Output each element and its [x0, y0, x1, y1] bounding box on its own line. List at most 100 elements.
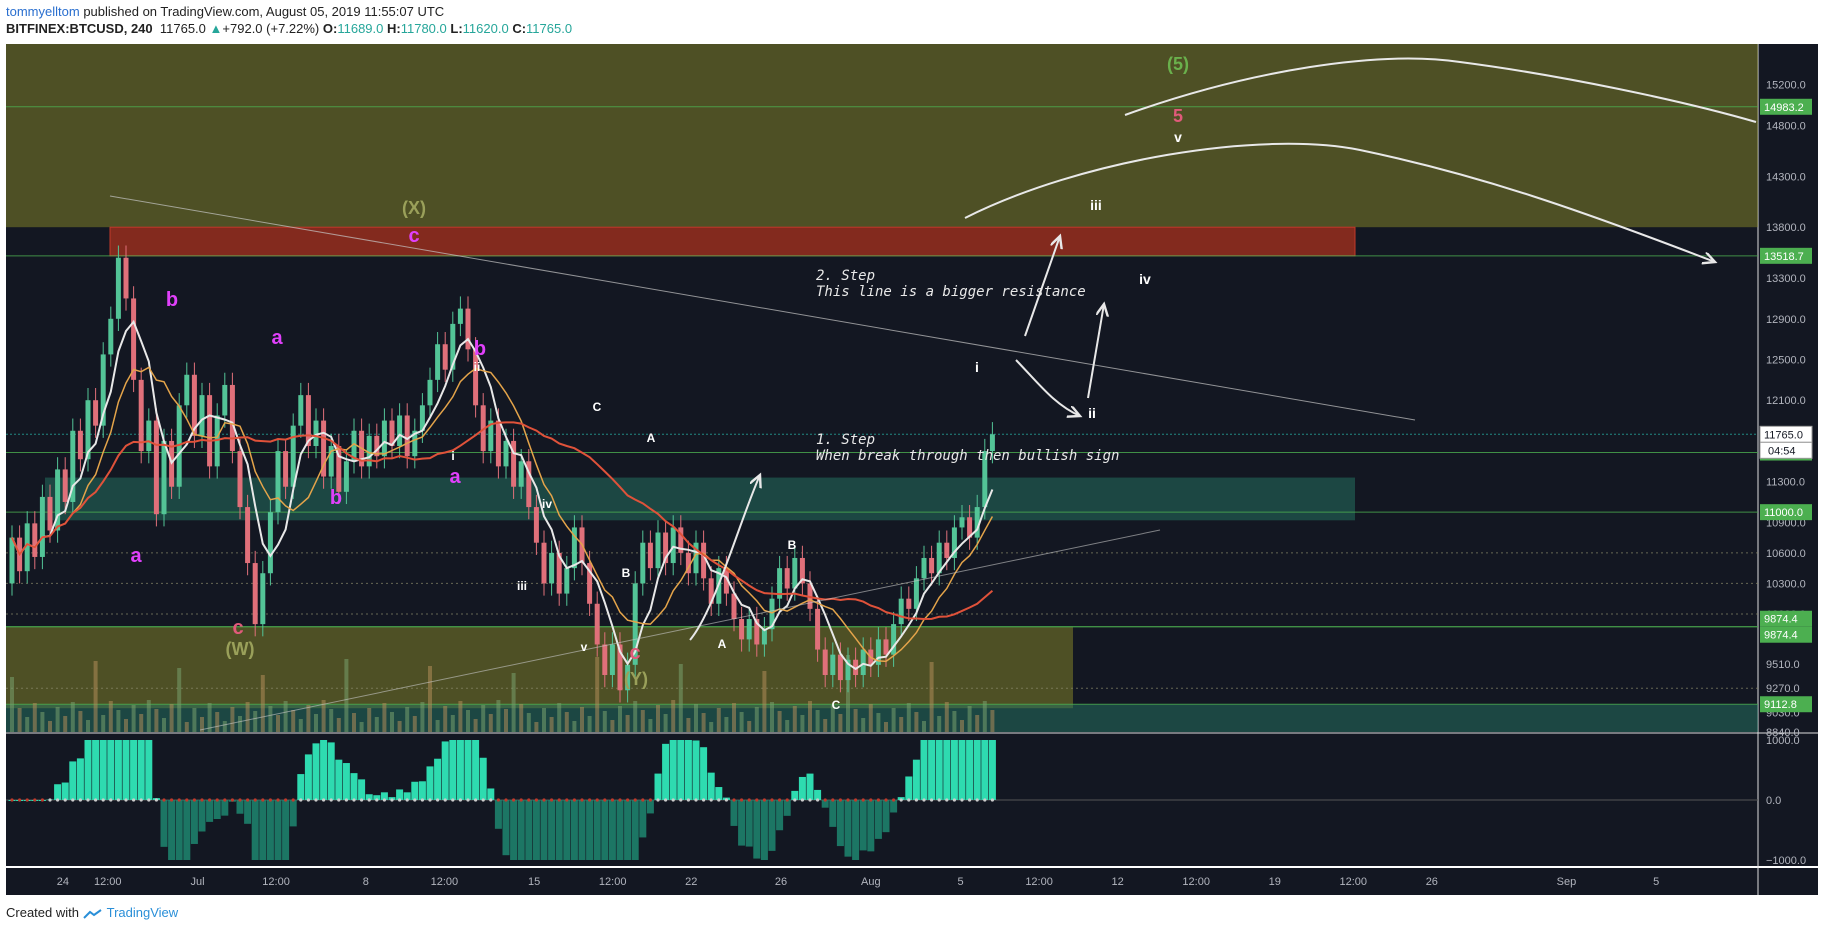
last-price: 11765.0: [159, 21, 206, 36]
author-link[interactable]: tommyelltom: [6, 4, 80, 19]
oscillator-dot: [261, 798, 265, 802]
oscillator-dot: [603, 798, 607, 802]
volume-bar: [610, 720, 615, 732]
oscillator-dot: [671, 798, 675, 802]
oscillator-dot: [975, 798, 979, 802]
candle-body: [32, 523, 38, 557]
volume-bar: [838, 714, 843, 732]
volume-bar: [580, 707, 584, 732]
candle-body: [708, 578, 714, 604]
volume-bar: [306, 705, 311, 732]
oscillator-bar: [92, 740, 100, 800]
oscillator-dot: [945, 798, 949, 802]
candle-body: [693, 542, 699, 574]
price-tag-1: [1760, 247, 1812, 264]
candle-body: [906, 598, 912, 609]
volume-bar: [762, 671, 767, 732]
volume-bar: [86, 720, 90, 732]
oscillator-dot: [648, 798, 653, 802]
oscillator-dot: [686, 798, 691, 802]
volume-bar: [93, 661, 98, 732]
price-tick-label: 9510.0: [1766, 659, 1800, 671]
oscillator-dot: [405, 798, 409, 802]
oscillator-bar: [768, 800, 776, 851]
oscillator-bar: [555, 800, 563, 860]
oscillator-dot: [633, 798, 637, 802]
candle-body: [245, 507, 251, 564]
volume-bar: [686, 718, 691, 732]
oscillator-bar: [563, 800, 571, 860]
oscillator-dot: [907, 798, 911, 802]
volume-bar: [215, 712, 220, 732]
note-0-text: This line is a bigger resistance: [816, 284, 1086, 300]
volume-bar: [238, 716, 242, 732]
candle-body: [701, 542, 707, 579]
oscillator-bar: [213, 800, 221, 820]
candle-body: [609, 644, 615, 676]
oscillator-dot: [884, 798, 888, 802]
volume-bar: [162, 718, 166, 732]
candle-body: [625, 664, 631, 691]
candle-body: [435, 344, 441, 380]
volume-bar: [732, 703, 736, 732]
oscillator-dot: [246, 798, 250, 802]
candle-body: [959, 517, 965, 528]
volume-bar: [25, 717, 30, 732]
oscillator-bar: [342, 763, 350, 800]
wave-label-14: (W): [226, 639, 255, 659]
oscillator-bar: [145, 740, 153, 800]
volume-bar: [808, 701, 812, 732]
price-tick-label: 14800.0: [1766, 120, 1806, 132]
candle-body: [511, 440, 517, 487]
oscillator-dot: [580, 798, 584, 802]
candle-body: [754, 619, 760, 645]
oscillator-bar: [973, 740, 981, 800]
wave-label-27: C: [832, 698, 841, 712]
volume-bar: [504, 709, 508, 732]
oscillator-bar: [958, 740, 966, 800]
price-tag-label-2: 11765.0: [1764, 429, 1803, 441]
volume-bar: [648, 719, 653, 732]
candle-body: [343, 461, 349, 492]
oscillator-bar: [783, 800, 791, 816]
candle-body: [108, 318, 114, 355]
candle-body: [822, 649, 828, 676]
oscillator-dot: [192, 798, 196, 802]
volume-bar: [625, 715, 630, 732]
volume-bar: [671, 700, 676, 732]
volume-bar: [390, 712, 394, 732]
candle-body: [678, 527, 684, 553]
volume-bar: [663, 714, 668, 732]
candle-body: [336, 446, 342, 492]
tradingview-brand-link[interactable]: TradingView: [106, 905, 179, 920]
zone-4: [6, 704, 1758, 732]
candle-body: [153, 420, 159, 515]
time-tick-label: Sep: [1557, 876, 1577, 888]
candle-body: [761, 629, 767, 645]
candle-body: [860, 649, 866, 676]
candle-body: [936, 542, 942, 574]
volume-bar: [291, 710, 296, 732]
oscillator-dot: [147, 798, 151, 802]
volume-bar: [253, 711, 258, 732]
volume-bar: [656, 705, 660, 732]
oscillator-dot: [823, 798, 827, 802]
candle-body: [321, 420, 327, 477]
oscillator-bar: [494, 800, 502, 829]
candle-body: [830, 654, 836, 676]
arrow-down: [1015, 359, 1080, 416]
oscillator-bar: [540, 800, 548, 860]
oscillator-bar: [99, 740, 107, 800]
price-tag-7: [1760, 696, 1812, 713]
oscillator-dot: [299, 798, 303, 802]
wave-label-7: b: [166, 289, 178, 311]
volume-bar: [618, 706, 622, 732]
volume-bar: [412, 716, 417, 732]
symbol-label: BITFINEX:BTCUSD, 240: [6, 21, 153, 36]
oscillator-dot: [534, 798, 539, 802]
oscillator-dot: [253, 798, 257, 802]
oscillator-bar: [738, 800, 746, 846]
oscillator-dot: [876, 798, 881, 802]
volume-bar: [747, 721, 752, 732]
